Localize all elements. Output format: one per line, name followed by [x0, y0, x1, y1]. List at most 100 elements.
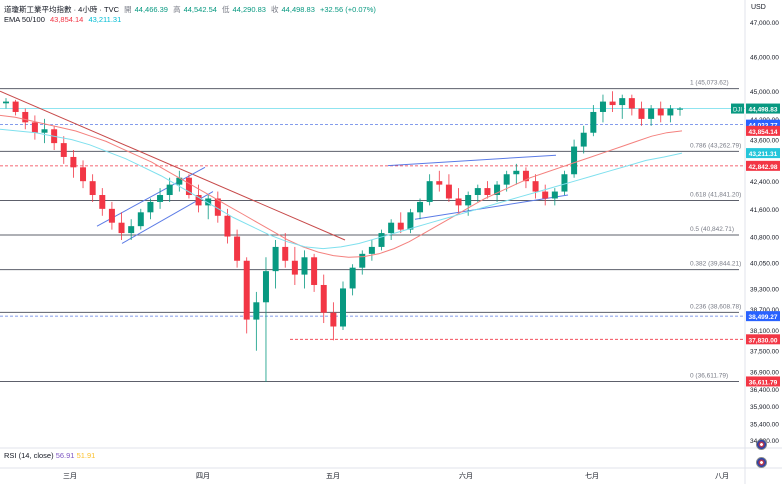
ema100-value: 43,211.31 [88, 15, 122, 24]
candle-body [436, 181, 443, 185]
high-value: 44,542.54 [183, 5, 217, 14]
candle-body [445, 184, 452, 199]
candle-body [282, 246, 289, 261]
candle-body [234, 236, 241, 261]
y-tick-label: 36,900.00 [750, 369, 779, 376]
candle-body [224, 215, 231, 237]
rsi-label: RSI (14, close) [4, 451, 54, 460]
candle-body [571, 146, 578, 175]
symbol-tag [731, 103, 744, 114]
symbol-header: 道瓊斯工業平均指數 · 4小時 · TVC 開 44,466.39 高 44,542… [4, 4, 379, 15]
low-value: 44,290.83 [232, 5, 266, 14]
ema50-value: 43,854.14 [49, 15, 84, 24]
candle-body [60, 143, 67, 157]
fib-level-label: 0 (36,611.79) [690, 372, 728, 379]
candle-body [494, 184, 501, 196]
candle-body [70, 156, 77, 168]
open-value: 44,466.39 [134, 5, 168, 14]
price-label: 42,842.98 [749, 164, 778, 171]
candle-body [311, 257, 318, 285]
trend-line-lower [414, 194, 569, 220]
candle-body [205, 198, 212, 206]
candle-body [291, 260, 298, 275]
y-tick-label: 41,600.00 [750, 207, 779, 214]
fib-level-label: 1 (45,073.62) [690, 80, 729, 87]
candle-body [3, 101, 9, 104]
candle-body [484, 188, 491, 196]
flag-badge[interactable] [756, 437, 778, 468]
candle-body [628, 98, 635, 109]
fib-level-label: 0.5 (40,842.71) [690, 226, 734, 233]
trend-line-down [0, 90, 346, 241]
candle-body [677, 108, 683, 110]
candle-body [619, 98, 626, 106]
candle-body [118, 222, 125, 234]
price-label: 36,611.79 [749, 379, 778, 386]
ema50-line [0, 114, 683, 258]
price-label-bg [746, 160, 780, 171]
price-label: 43,854.14 [749, 129, 778, 136]
change-value: +32.56 (+0.07%) [319, 5, 376, 14]
currency-label: USD [751, 4, 766, 11]
flag-icon [756, 439, 767, 450]
candle-body [166, 184, 173, 196]
candle-body [22, 111, 29, 123]
y-tick-label: 47,000.00 [750, 20, 779, 27]
price-label: 44,498.83 [749, 107, 778, 114]
candle-body [137, 212, 144, 227]
rsi-signal: 51.91 [76, 451, 96, 460]
candle-body [99, 195, 106, 209]
candle-body [41, 129, 48, 133]
candle-body [108, 208, 115, 223]
candle-body [522, 170, 529, 182]
x-tick-label: 五月 [326, 472, 340, 480]
candle-body [301, 257, 308, 275]
trend-line-upper [387, 154, 557, 167]
candle-body [580, 132, 587, 147]
candle-body [542, 191, 549, 199]
candle-body [503, 174, 510, 185]
candle-body [426, 181, 433, 202]
price-label-bg [746, 125, 780, 136]
candle-body [474, 188, 481, 196]
y-tick-label: 35,400.00 [750, 421, 779, 428]
candle-body [465, 195, 472, 206]
price-label-bg [746, 148, 780, 159]
y-tick-label: 45,000.00 [750, 89, 779, 96]
candle-body [80, 167, 87, 182]
candle-body [388, 222, 395, 234]
low-label: 低 [222, 5, 230, 14]
price-label-bg [746, 311, 780, 322]
candle-body [340, 288, 346, 327]
channel-upper [96, 166, 206, 227]
candle-body [262, 271, 269, 303]
y-tick-label: 43,600.00 [750, 138, 779, 145]
symbol-tag-text: DJI [733, 108, 742, 114]
symbol-title[interactable]: 道瓊斯工業平均指數 · 4小時 · TVC [4, 5, 120, 14]
price-label-bg [746, 376, 780, 387]
rsi-legend[interactable]: RSI (14, close) 56.91 51.91 [4, 451, 95, 460]
fib-level-label: 0.786 (43,262.79) [690, 142, 741, 149]
candle-body [359, 253, 366, 268]
candle-body [417, 201, 424, 213]
candle-body [89, 181, 96, 196]
candle-body [638, 108, 645, 119]
candle-body [532, 181, 539, 192]
y-tick-label: 38,700.00 [750, 307, 779, 314]
x-tick-label: 七月 [585, 471, 599, 480]
candle-body [12, 101, 19, 112]
candle-body [368, 246, 375, 254]
candle-body [561, 174, 568, 192]
ema-legend[interactable]: EMA 50/100 43,854.14 43,211.31 [4, 15, 124, 24]
y-tick-label: 38,100.00 [750, 328, 779, 335]
y-tick-label: 46,000.00 [750, 55, 779, 62]
candle-body [157, 195, 164, 202]
candle-body [513, 170, 520, 175]
y-tick-label: 42,400.00 [750, 179, 779, 186]
price-label: 37,830.00 [749, 337, 778, 344]
candle-body [185, 177, 192, 196]
price-label-bg [746, 334, 780, 345]
candle-body [648, 108, 655, 119]
candle-body [609, 101, 616, 106]
